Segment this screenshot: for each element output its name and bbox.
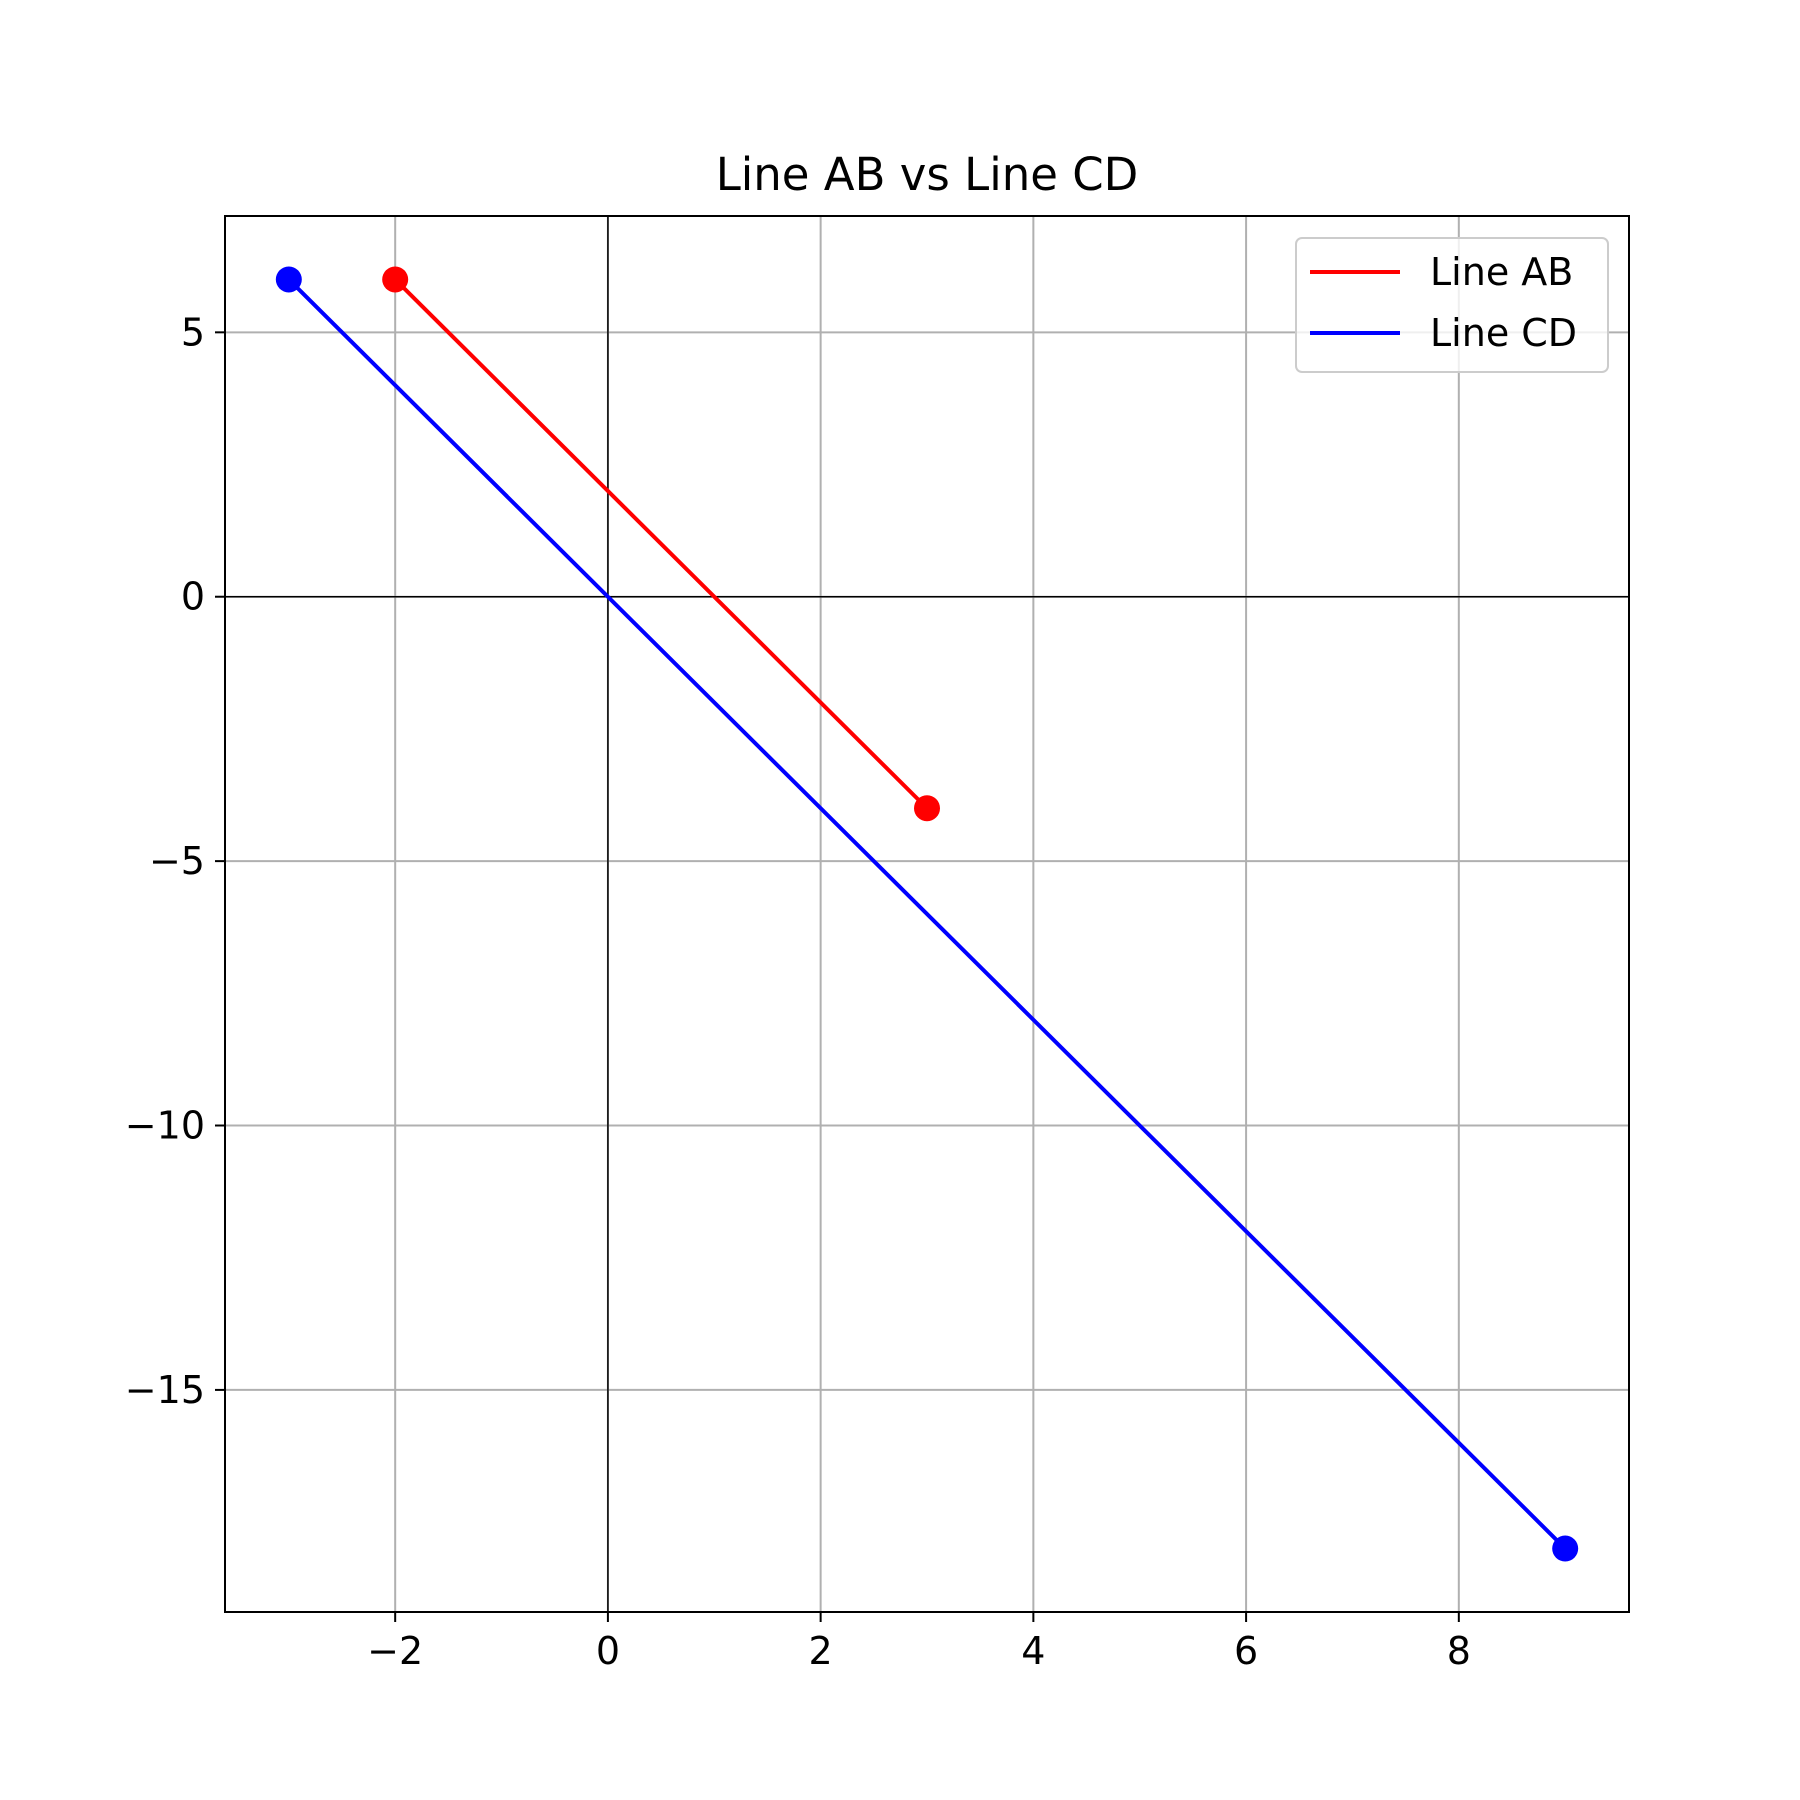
y-tick-label: 5 <box>181 310 205 354</box>
y-tick-label: −15 <box>125 1368 205 1412</box>
x-tick-label: 4 <box>1021 1629 1045 1673</box>
x-tick-label: −2 <box>367 1629 423 1673</box>
zero-axes-layer <box>225 216 1629 1612</box>
chart-title: Line AB vs Line CD <box>716 148 1139 201</box>
series-line-cd-point <box>275 266 302 293</box>
series-line-cd-line <box>287 278 1567 1550</box>
y-tick-label: −10 <box>125 1104 205 1148</box>
series-layer <box>275 266 1579 1562</box>
plot-frame <box>224 215 1630 1613</box>
x-tick-label: 6 <box>1234 1629 1258 1673</box>
legend: Line AB Line CD <box>1295 237 1609 373</box>
series-line-ab-point <box>914 795 940 822</box>
series-line-ab-line <box>393 278 929 810</box>
x-tick-label: 2 <box>809 1629 833 1673</box>
x-tick-label: 8 <box>1447 1629 1471 1673</box>
legend-label-ab: Line AB <box>1430 250 1573 294</box>
series-line-ab-point <box>382 266 409 293</box>
series-line-cd-point <box>1552 1535 1579 1562</box>
tick-layer: −2 0 2 4 6 8 5 0 −5 −10 −15 <box>125 310 1471 1673</box>
y-tick-label: 0 <box>181 575 205 619</box>
x-tick-label: 0 <box>596 1629 620 1673</box>
legend-label-cd: Line CD <box>1430 311 1577 355</box>
y-tick-label: −5 <box>149 839 205 883</box>
